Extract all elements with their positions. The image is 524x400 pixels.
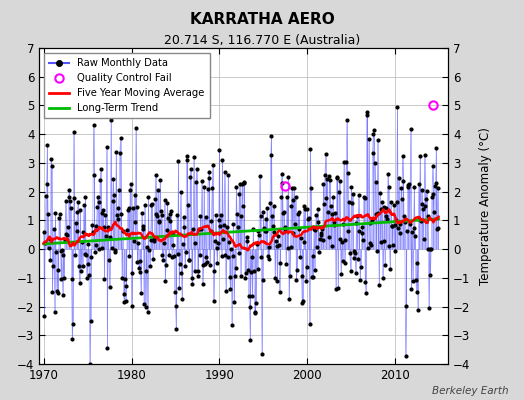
Text: KARRATHA AERO: KARRATHA AERO (190, 12, 334, 27)
Legend: Raw Monthly Data, Quality Control Fail, Five Year Moving Average, Long-Term Tren: Raw Monthly Data, Quality Control Fail, … (45, 53, 210, 118)
Text: 20.714 S, 116.770 E (Australia): 20.714 S, 116.770 E (Australia) (164, 34, 360, 47)
Text: Berkeley Earth: Berkeley Earth (432, 386, 508, 396)
Y-axis label: Temperature Anomaly (°C): Temperature Anomaly (°C) (478, 127, 492, 285)
